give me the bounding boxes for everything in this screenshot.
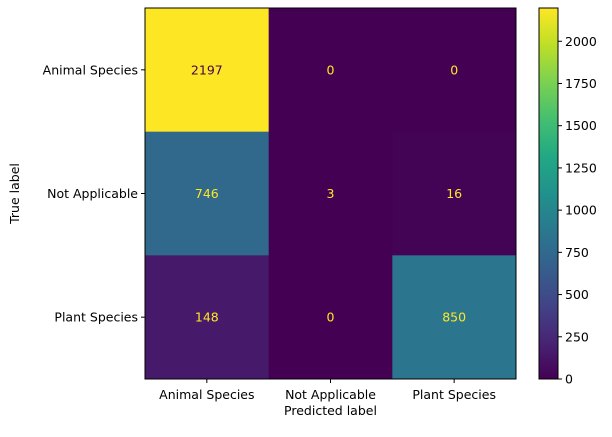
- cell-r0-c2: [392, 8, 517, 133]
- colorbar-tick-label-8: 2000: [565, 34, 597, 49]
- cell-r1-c1: [268, 131, 393, 256]
- y-tick-label-1: Not Applicable: [47, 186, 138, 201]
- cell-r0-c0: [145, 8, 270, 133]
- cell-value-r2-c1: 0: [327, 310, 335, 325]
- x-tick-label-1: Not Applicable: [285, 387, 376, 402]
- colorbar-tick-label-3: 750: [565, 245, 589, 260]
- colorbar-tick-label-2: 500: [565, 287, 589, 302]
- cell-value-r0-c1: 0: [327, 62, 335, 77]
- colorbar-tick-label-6: 1500: [565, 118, 597, 133]
- cell-r2-c1: [268, 255, 393, 380]
- colorbar-tick-label-1: 250: [565, 329, 589, 344]
- colorbar-tick-label-4: 1000: [565, 203, 597, 218]
- cell-r2-c2: [392, 255, 517, 380]
- y-axis-label: True label: [7, 163, 22, 225]
- cell-value-r1-c0: 746: [195, 186, 219, 201]
- axis-ticks: Animal Species Not Applicable Plant Specie…: [43, 62, 496, 402]
- colorbar-tick-label-0: 0: [565, 372, 573, 387]
- cell-value-r2-c2: 850: [442, 310, 466, 325]
- x-tick-label-0: Animal Species: [159, 387, 254, 402]
- cell-value-r2-c0: 148: [195, 310, 219, 325]
- colorbar: [538, 7, 559, 380]
- cell-r1-c0: [145, 131, 270, 256]
- matrix-cells: 2197 0 0 746 3 16 148 0 850: [145, 8, 517, 380]
- colorbar-tick-label-7: 1750: [565, 76, 597, 91]
- cell-value-r1-c1: 3: [327, 186, 335, 201]
- x-tick-label-2: Plant Species: [412, 387, 496, 402]
- cell-value-r0-c0: 2197: [191, 62, 223, 77]
- cell-value-r0-c2: 0: [450, 62, 458, 77]
- x-axis-label: Predicted label: [284, 403, 377, 418]
- colorbar-tick-label-5: 1250: [565, 160, 597, 175]
- cell-r2-c0: [145, 255, 270, 380]
- cell-value-r1-c2: 16: [446, 186, 462, 201]
- y-tick-label-2: Plant Species: [54, 310, 138, 325]
- cell-r0-c1: [268, 8, 393, 133]
- colorbar-ticks: 0 250 500 750 1000 1250 1500 1750 2000: [558, 34, 597, 387]
- y-tick-label-0: Animal Species: [43, 62, 138, 77]
- cell-r1-c2: [392, 131, 517, 256]
